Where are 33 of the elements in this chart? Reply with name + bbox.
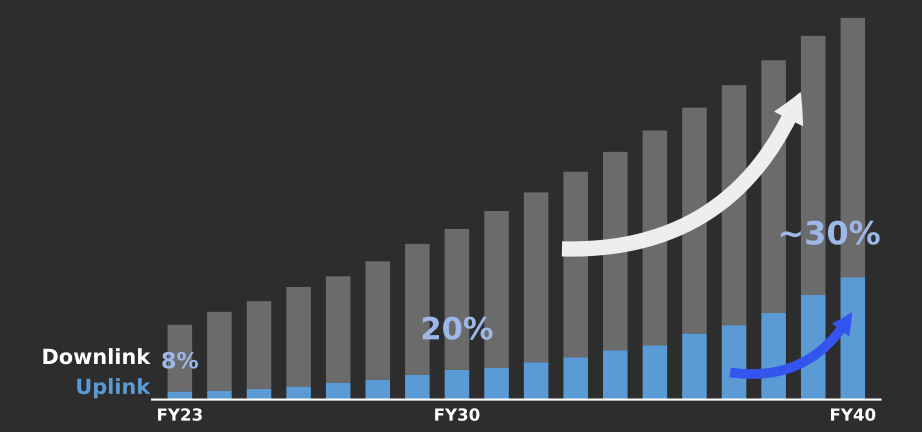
bar — [326, 276, 350, 383]
x-tick-label: FY23 — [158, 408, 202, 421]
bar — [484, 368, 509, 400]
bar — [682, 108, 707, 334]
bar — [444, 370, 470, 400]
bar — [286, 287, 311, 387]
bar — [642, 345, 668, 400]
bar — [246, 301, 272, 389]
bar — [563, 357, 588, 400]
bar — [642, 130, 668, 346]
bar — [603, 350, 628, 400]
bar — [524, 192, 548, 362]
annotation: 8% — [162, 352, 198, 369]
bar — [405, 374, 430, 400]
bar — [603, 152, 628, 350]
bar — [722, 326, 746, 400]
x-tick-label: FY30 — [435, 408, 480, 421]
bar — [840, 277, 866, 400]
x-tick-label: FY40 — [831, 408, 876, 421]
bar — [246, 388, 272, 400]
series-label: Downlink — [43, 348, 151, 364]
bar — [682, 334, 707, 400]
annotation: ~30% — [780, 220, 880, 245]
bar — [326, 382, 350, 400]
annotation: 20% — [422, 316, 493, 340]
bar — [286, 386, 311, 400]
bar — [366, 380, 390, 400]
series-label: Uplink — [77, 378, 151, 398]
bar — [207, 312, 232, 391]
bar — [722, 85, 746, 326]
bar — [563, 172, 588, 358]
bar — [366, 261, 390, 380]
bar — [524, 362, 548, 400]
